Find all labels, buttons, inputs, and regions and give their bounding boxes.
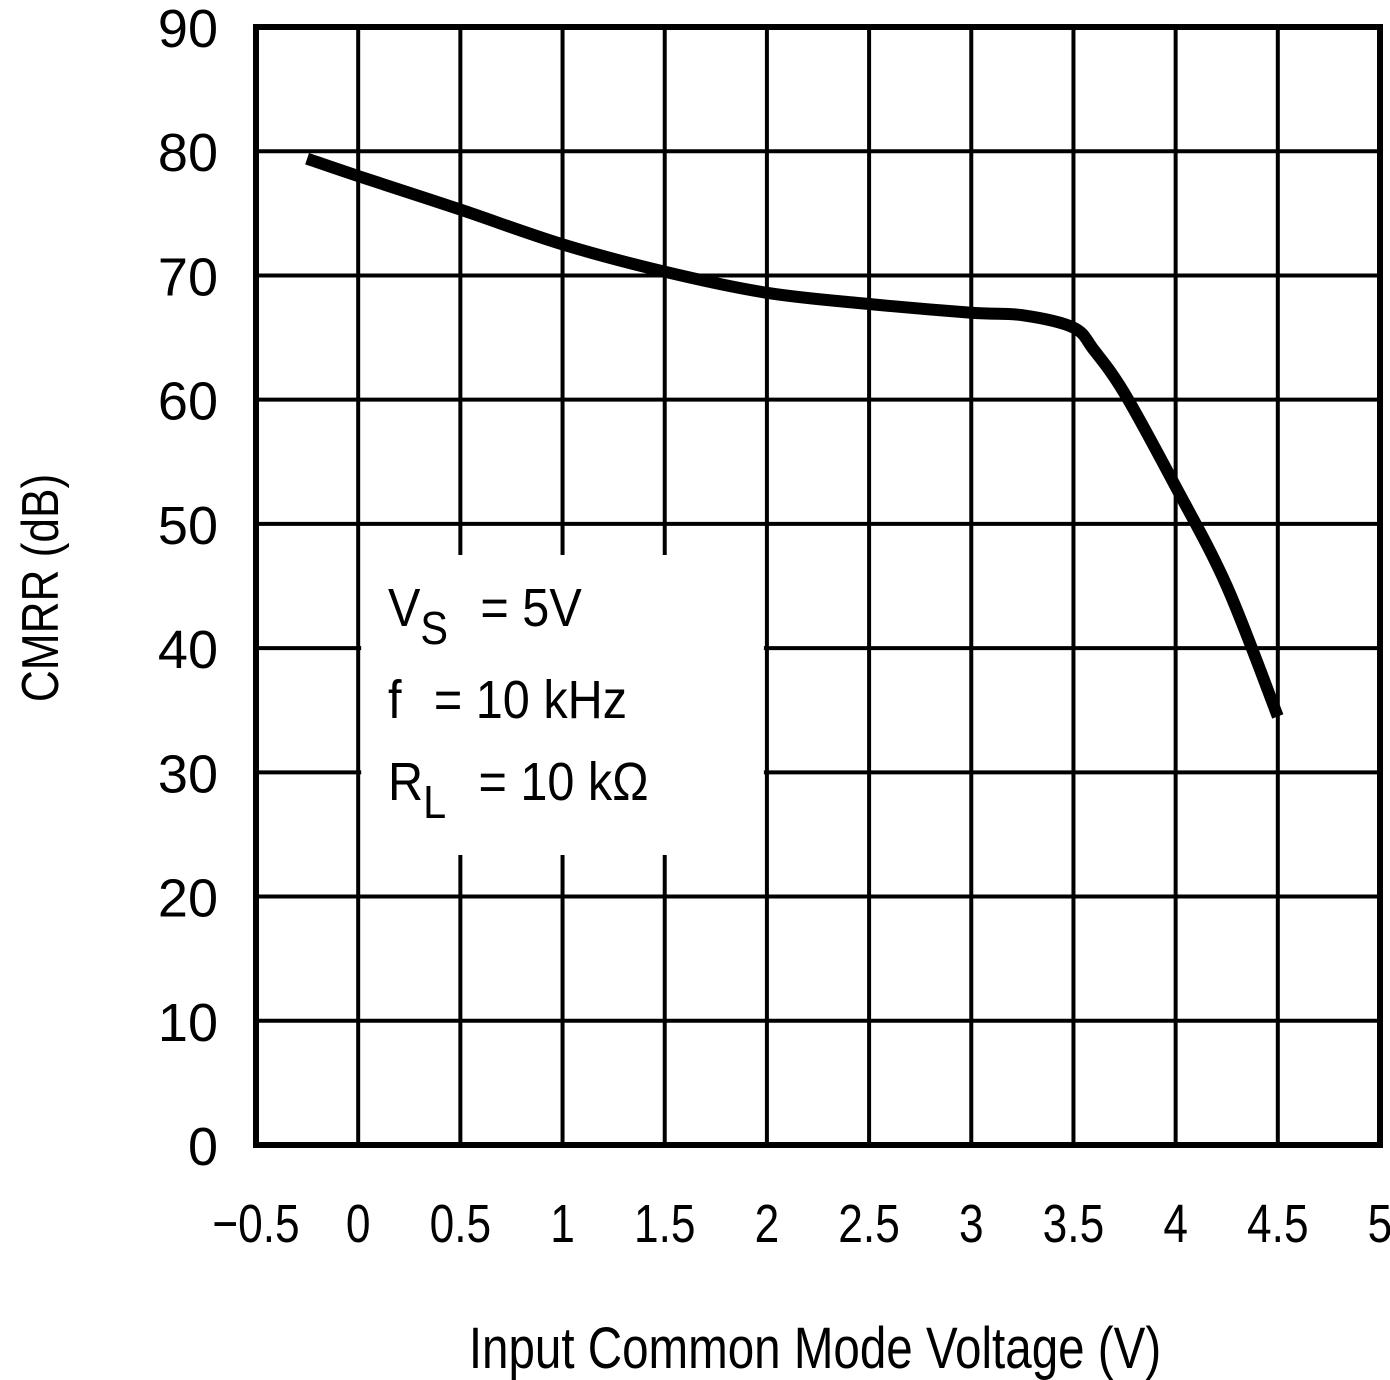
x-axis-label: Input Common Mode Voltage (V) — [469, 1317, 1161, 1380]
x-tick-label: 3 — [959, 1194, 984, 1254]
y-tick-label: 90 — [158, 0, 218, 59]
annotation-line: f = 10 kHz — [388, 669, 627, 730]
y-tick-label: 10 — [158, 993, 218, 1053]
x-tick-label: 0.5 — [430, 1194, 492, 1254]
y-axis-label: CMRR (dB) — [12, 474, 70, 702]
x-tick-label: 5 — [1368, 1194, 1390, 1254]
x-tick-label: 2 — [755, 1194, 780, 1254]
x-tick-label: 1.5 — [634, 1194, 696, 1254]
annotation-line: VS = 5V — [388, 577, 582, 655]
y-tick-label: 0 — [188, 1117, 218, 1177]
cmrr-curve — [305, 152, 1284, 719]
x-tick-label: 2.5 — [838, 1194, 900, 1254]
x-tick-labels: −0.5 0 0.5 1 1.5 2 2.5 3 3.5 4 4.5 5 — [212, 1194, 1390, 1254]
y-tick-label: 60 — [158, 372, 218, 432]
x-tick-label: 3.5 — [1043, 1194, 1105, 1254]
annotation-box-background — [361, 555, 764, 855]
x-tick-label: 4.5 — [1247, 1194, 1309, 1254]
x-tick-label: 1 — [550, 1194, 575, 1254]
test-conditions-annotation: VS = 5V f = 10 kHz RL = 10 kΩ — [388, 577, 649, 829]
y-tick-label: 30 — [158, 744, 218, 804]
y-tick-label: 40 — [158, 620, 218, 680]
y-tick-label: 20 — [158, 869, 218, 929]
x-tick-label: 4 — [1163, 1194, 1188, 1254]
x-tick-label: −0.5 — [212, 1194, 299, 1254]
annotation-line: RL = 10 kΩ — [388, 751, 649, 829]
plot-frame — [253, 24, 1383, 1148]
y-tick-label: 50 — [158, 496, 218, 556]
y-tick-label: 70 — [158, 247, 218, 307]
x-tick-label: 0 — [346, 1194, 371, 1254]
y-tick-label: 80 — [158, 123, 218, 183]
y-tick-labels: 0 10 20 30 40 50 60 70 80 90 — [158, 0, 218, 1177]
